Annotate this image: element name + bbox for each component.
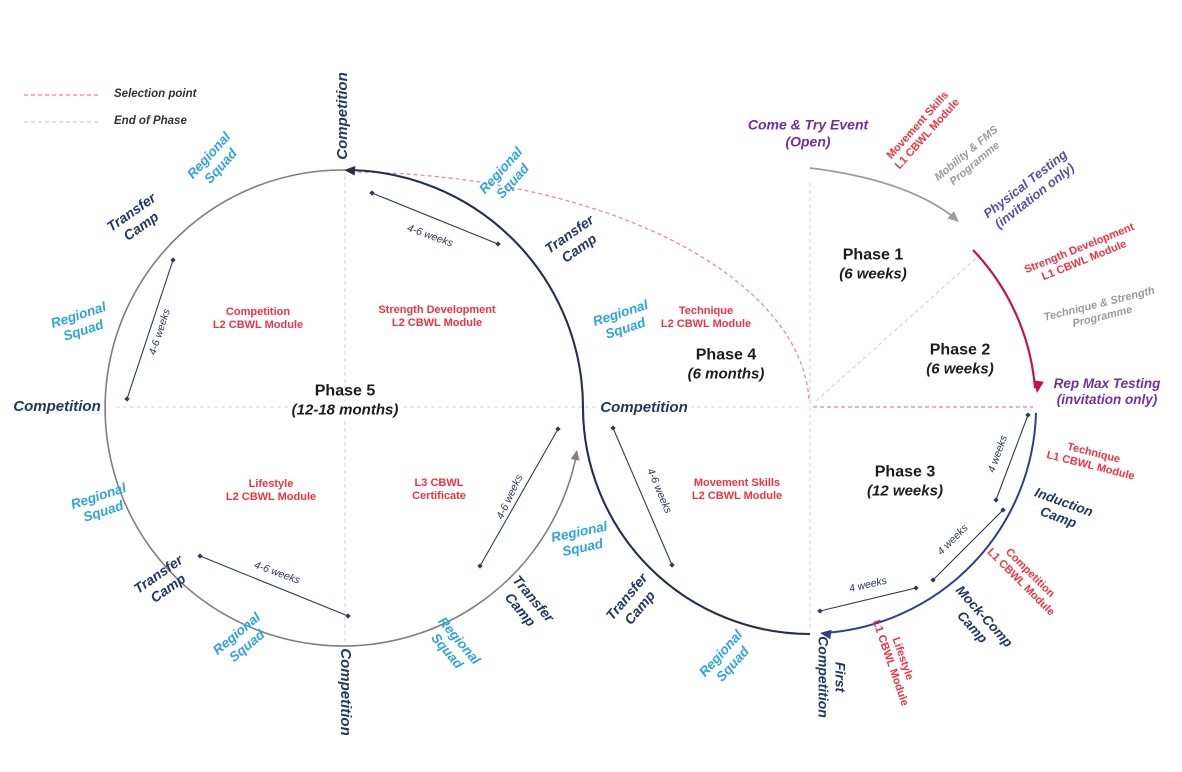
duration-segments	[124, 190, 1031, 619]
phase3-label: Phase 3 (12 weeks)	[867, 463, 943, 500]
phase4-arrowhead-icon	[344, 165, 356, 176]
competition-label-left: Competition	[13, 398, 101, 416]
competition-l2-module-label: Competition L2 CBWL Module	[212, 306, 304, 331]
movement-skills-l2-module-label: Movement Skills L2 CBWL Module	[691, 477, 783, 502]
come-and-try-event-label: Come & Try Event (Open)	[747, 116, 869, 149]
legend-endphase-label: End of Phase	[114, 115, 187, 127]
rep-max-testing-label: Rep Max Testing (invitation only)	[1053, 376, 1161, 407]
phase1-label: Phase 1 (6 weeks)	[839, 246, 907, 283]
lifestyle-l2-module-label: Lifestyle L2 CBWL Module	[225, 478, 317, 503]
phase4-label: Phase 4 (6 months)	[687, 346, 765, 383]
phase5-circle-arc	[104, 169, 578, 647]
phase1-arrow	[809, 167, 957, 220]
competition-label-mid: Competition	[597, 399, 691, 417]
phase5-arrowhead-icon	[570, 450, 580, 461]
l3-cbwl-certificate-label: L3 CBWL Certificate	[412, 477, 466, 502]
legend-selection-label: Selection point	[114, 88, 197, 100]
selection-curve	[353, 171, 810, 400]
strength-development-l2-module-label: Strength Development L2 CBWL Module	[378, 304, 496, 329]
phase1-arrowhead-icon	[947, 211, 959, 222]
phase2-arrowhead-icon	[1033, 380, 1044, 393]
phase2-label: Phase 2 (6 weeks)	[926, 341, 994, 378]
phase3-arrowhead-icon	[820, 629, 832, 640]
competition-label-bottom: Competition	[336, 648, 354, 736]
technique-l2-module-label: Technique L2 CBWL Module	[660, 305, 752, 330]
competition-label-top: Competition	[334, 72, 352, 160]
phase5-label: Phase 5 (12-18 months)	[289, 382, 401, 420]
first-competition-label: First Competition	[816, 636, 849, 718]
phase2-arc	[972, 249, 1037, 389]
